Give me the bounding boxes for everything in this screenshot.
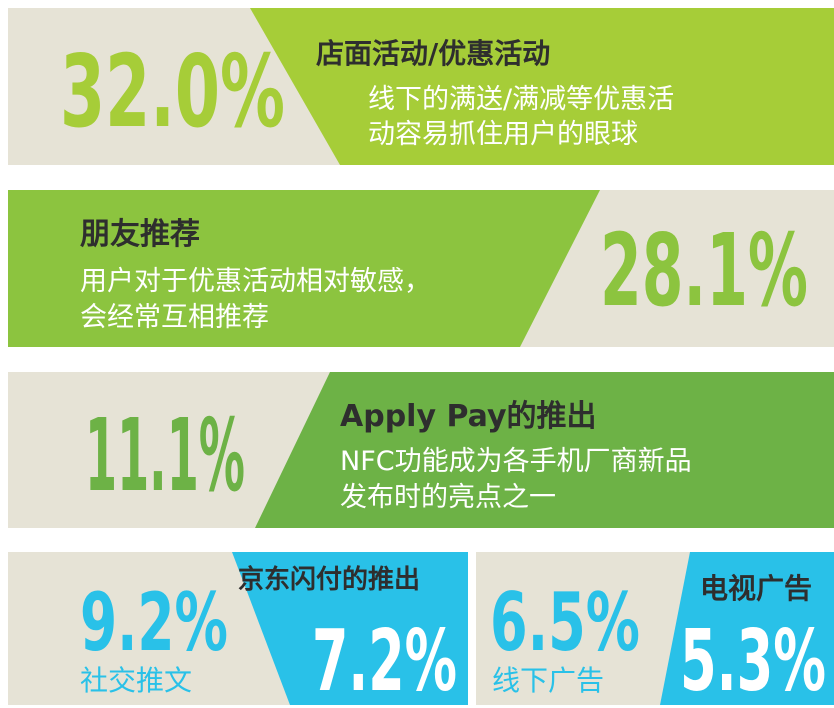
panel-text: 发布时的亮点之一 [340, 482, 556, 513]
panel-text: 线下的满送/满减等优惠活 [368, 84, 674, 115]
panel-band [520, 190, 834, 347]
panel-band [255, 372, 834, 528]
divider [468, 552, 476, 705]
percent: 9.2% [80, 576, 228, 669]
percent: 7.2% [312, 612, 457, 708]
percent: 6.5% [490, 576, 640, 669]
panel-text: NFC功能成为各手机厂商新品 [340, 446, 692, 477]
panel-title: 店面活动/优惠活动 [316, 37, 550, 70]
panel-title: Apply Pay的推出 [340, 399, 597, 434]
percent: 32.0% [60, 33, 285, 150]
panel-band [250, 8, 834, 165]
percent: 11.1% [85, 397, 245, 514]
percent: 5.3% [680, 612, 826, 708]
panel-band [660, 552, 834, 705]
label: 社交推文 [80, 664, 192, 697]
panel-title: 电视广告 [700, 572, 812, 605]
label: 线下广告 [492, 664, 604, 697]
panel-text: 动容易抓住用户的眼球 [368, 119, 638, 150]
panel-band [232, 552, 468, 705]
panel-title: 朋友推荐 [80, 217, 200, 252]
panel-title: 京东闪付的推出 [238, 564, 420, 595]
panel-text: 会经常互相推荐 [80, 302, 269, 333]
percent: 28.1% [600, 212, 808, 329]
panel-text: 用户对于优惠活动相对敏感， [80, 266, 431, 297]
